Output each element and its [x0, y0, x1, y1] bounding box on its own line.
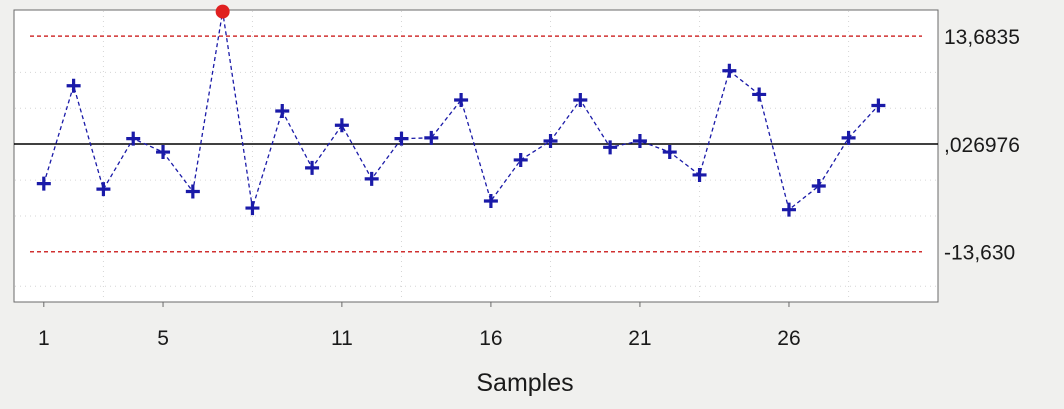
data-point	[394, 131, 409, 146]
data-point	[662, 145, 677, 160]
data-point	[36, 176, 51, 191]
data-point	[96, 182, 111, 197]
control-limit-lines	[14, 35, 938, 253]
data-point	[275, 104, 290, 119]
data-point	[513, 152, 528, 167]
data-point	[334, 118, 349, 133]
control-limit-labels: 13,6835 ,026976 -13,630	[944, 26, 1020, 265]
lcl-label: -13,630	[944, 242, 1015, 265]
data-point	[424, 130, 439, 145]
x-axis-ticks: 1 5 11 16 21 26	[38, 302, 801, 350]
data-point	[364, 171, 379, 186]
x-tick-label: 26	[777, 327, 800, 350]
data-point	[603, 140, 618, 155]
x-tick-label: 5	[157, 327, 169, 350]
data-point	[245, 201, 260, 216]
data-point	[752, 87, 767, 102]
x-tick-label: 21	[628, 327, 651, 350]
x-tick-label: 1	[38, 327, 50, 350]
data-point	[722, 63, 737, 78]
data-point	[841, 130, 856, 145]
data-point	[692, 167, 707, 182]
plot-area	[13, 9, 939, 303]
x-axis-label: Samples	[476, 369, 573, 397]
data-point	[126, 131, 141, 146]
ucl-label: 13,6835	[944, 26, 1020, 49]
data-point	[156, 145, 171, 160]
data-point	[632, 134, 647, 149]
grid-lines	[15, 11, 937, 301]
data-point	[483, 193, 498, 208]
data-point	[811, 178, 826, 193]
data-point	[543, 134, 558, 149]
data-point-out-of-control	[215, 4, 230, 19]
x-tick-label: 11	[331, 327, 353, 350]
center-line-label: ,026976	[944, 134, 1020, 157]
data-point	[454, 92, 469, 107]
data-point	[305, 160, 320, 175]
data-points	[36, 4, 886, 217]
data-point	[781, 202, 796, 217]
data-point	[573, 92, 588, 107]
data-point	[185, 184, 200, 199]
data-point	[66, 78, 81, 93]
x-tick-label: 16	[479, 327, 502, 350]
data-point	[871, 98, 886, 113]
